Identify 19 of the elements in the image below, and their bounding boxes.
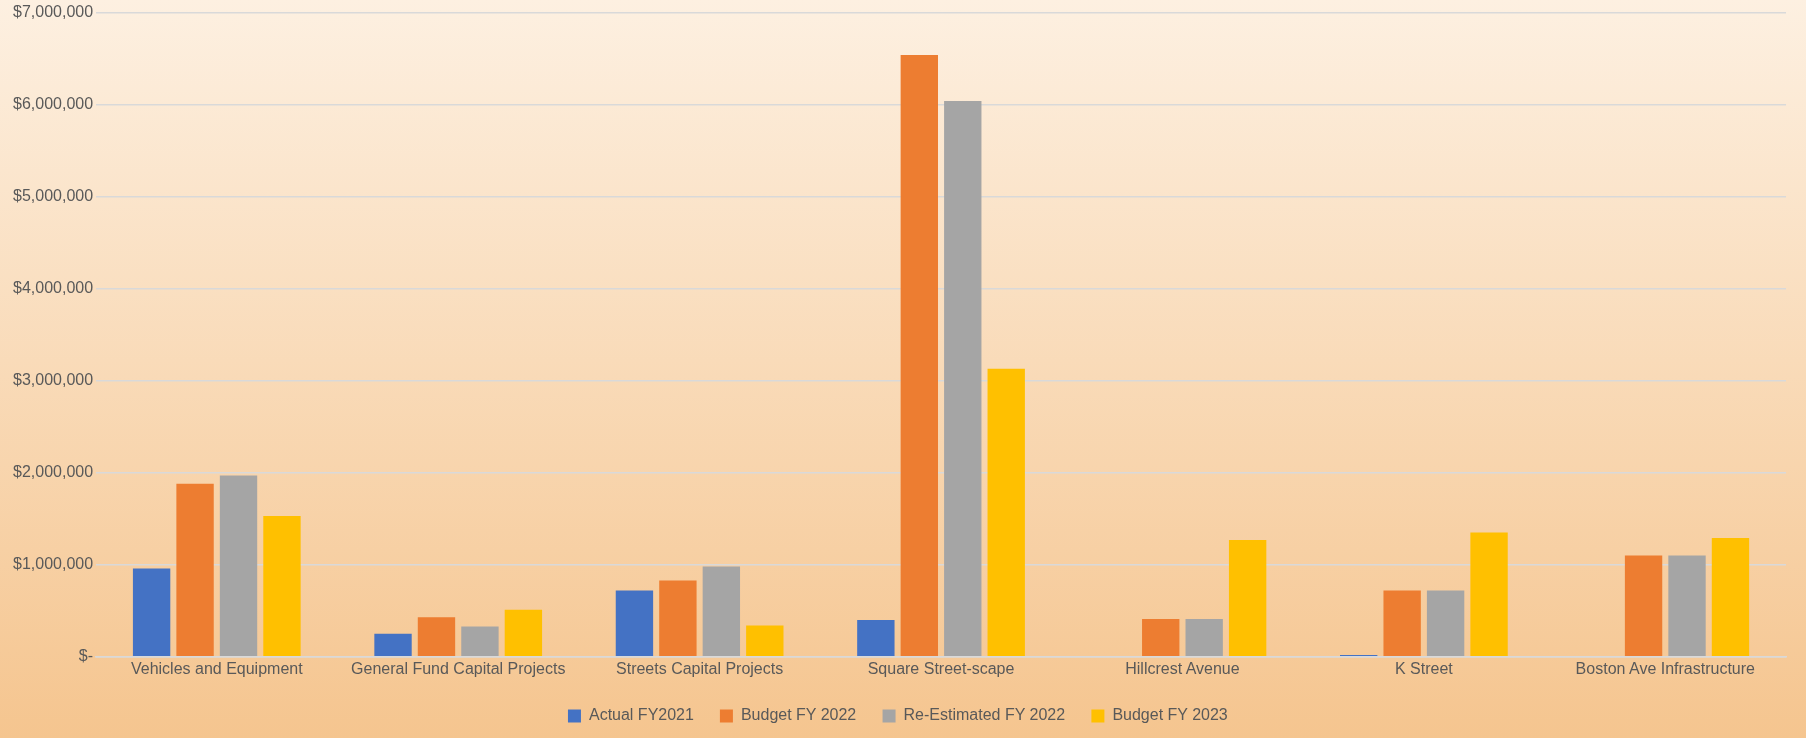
x-tick-label: K Street (1394, 659, 1454, 677)
legend-label: Actual FY2021 (588, 706, 695, 724)
x-tick-label: Hillcrest Avenue (1125, 659, 1240, 677)
y-tick-label: $7,000,000 (13, 3, 94, 21)
y-tick-label: $- (78, 647, 94, 665)
x-tick-label: Square Street-scape (867, 659, 1015, 677)
y-tick-label: $3,000,000 (13, 371, 94, 389)
x-tick-label: Boston Ave Infrastructure (1575, 659, 1756, 677)
y-tick-label: $2,000,000 (13, 463, 94, 481)
legend-label: Budget FY 2023 (1112, 706, 1228, 724)
x-tick-label: Streets Capital Projects (616, 659, 784, 677)
y-tick-label: $4,000,000 (13, 279, 94, 297)
y-tick-label: $5,000,000 (13, 187, 94, 205)
x-tick-label: General Fund Capital Projects (351, 659, 566, 677)
legend-label: Budget FY 2022 (740, 706, 857, 724)
x-tick-label: Vehicles and Equipment (130, 659, 304, 677)
y-tick-label: $6,000,000 (13, 95, 94, 113)
legend-label: Re-Estimated FY 2022 (903, 706, 1066, 724)
y-tick-label: $1,000,000 (13, 555, 94, 573)
